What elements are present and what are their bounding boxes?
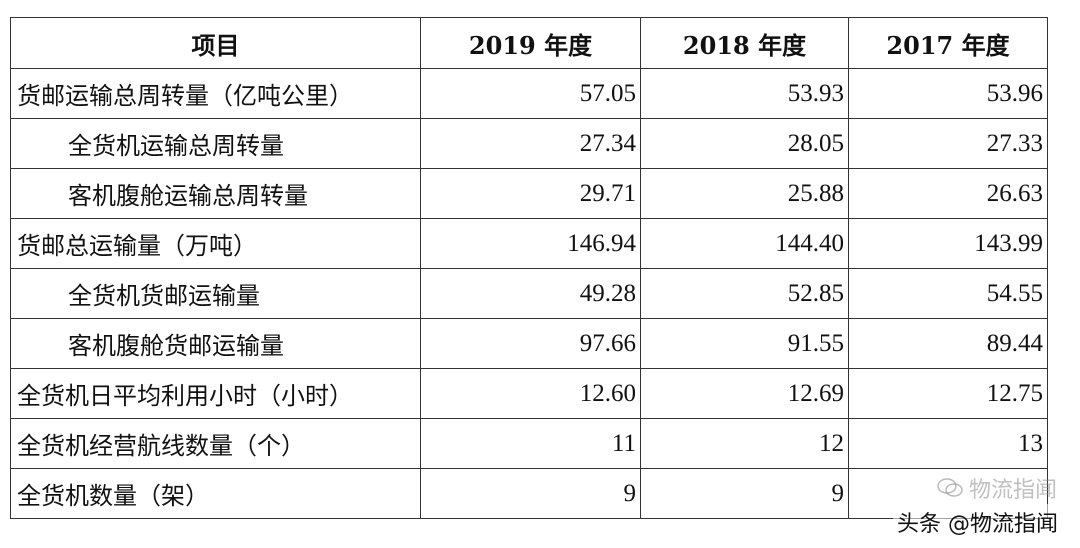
row-label: 客机腹舱运输总周转量 (10, 168, 421, 219)
header-2019: 2019 年度 (420, 17, 641, 69)
row-label: 全货机货邮运输量 (10, 268, 421, 319)
watermark: 头条 @物流指闻 物流指闻 (893, 478, 1062, 540)
row-label: 货邮运输总周转量（亿吨公里） (10, 68, 421, 119)
header-2018: 2018 年度 (640, 17, 849, 69)
cell-2018: 25.88 (640, 168, 849, 219)
cell-2017: 12.75 (848, 368, 1048, 419)
cell-2018: 9 (640, 468, 849, 519)
data-table: 项目 2019 年度 2018 年度 2017 年度 货邮运输总周转量（亿吨公里… (10, 17, 1048, 519)
row-label: 货邮总运输量（万吨） (10, 218, 421, 269)
cell-2019: 146.94 (420, 218, 641, 269)
table-row: 客机腹舱货邮运输量 97.66 91.55 89.44 (10, 318, 1048, 369)
table-row: 全货机运输总周转量 27.34 28.05 27.33 (10, 118, 1048, 169)
row-label: 客机腹舱货邮运输量 (10, 318, 421, 369)
row-label: 全货机经营航线数量（个） (10, 418, 421, 469)
cell-2018: 28.05 (640, 118, 849, 169)
cell-2018: 53.93 (640, 68, 849, 119)
table-row: 客机腹舱运输总周转量 29.71 25.88 26.63 (10, 168, 1048, 219)
cell-2019: 29.71 (420, 168, 641, 219)
row-label: 全货机运输总周转量 (10, 118, 421, 169)
header-item: 项目 (10, 17, 421, 69)
cell-2017: 143.99 (848, 218, 1048, 269)
header-2017: 2017 年度 (848, 17, 1048, 69)
cell-2019: 12.60 (420, 368, 641, 419)
cell-2019: 27.34 (420, 118, 641, 169)
cell-2018: 52.85 (640, 268, 849, 319)
cell-2017: 27.33 (848, 118, 1048, 169)
cell-2017: 13 (848, 418, 1048, 469)
cell-2018: 12.69 (640, 368, 849, 419)
cell-2017: 54.55 (848, 268, 1048, 319)
watermark-faint-text: 物流指闻 (969, 478, 1058, 503)
cell-2017: 26.63 (848, 168, 1048, 219)
table-row: 货邮总运输量（万吨） 146.94 144.40 143.99 (10, 218, 1048, 269)
cell-2018: 144.40 (640, 218, 849, 269)
table-row: 全货机经营航线数量（个） 11 12 13 (10, 418, 1048, 469)
table-row: 货邮运输总周转量（亿吨公里） 57.05 53.93 53.96 (10, 68, 1048, 119)
watermark-faint: 物流指闻 (937, 472, 1057, 504)
table-row: 全货机日平均利用小时（小时） 12.60 12.69 12.75 (10, 368, 1048, 419)
row-label: 全货机数量（架） (10, 468, 421, 519)
cell-2018: 91.55 (640, 318, 849, 369)
row-label: 全货机日平均利用小时（小时） (10, 368, 421, 419)
cell-2019: 97.66 (420, 318, 641, 369)
watermark-text: 头条 @物流指闻 (897, 512, 1058, 537)
cell-2018: 12 (640, 418, 849, 469)
cell-2019: 11 (420, 418, 641, 469)
wechat-icon (937, 478, 963, 497)
cell-2019: 49.28 (420, 268, 641, 319)
cell-2017: 89.44 (848, 318, 1048, 369)
header-row: 项目 2019 年度 2018 年度 2017 年度 (10, 17, 1048, 69)
table-row: 全货机数量（架） 9 9 (10, 468, 1048, 519)
cell-2019: 57.05 (420, 68, 641, 119)
cell-2019: 9 (420, 468, 641, 519)
cell-2017: 53.96 (848, 68, 1048, 119)
table-row: 全货机货邮运输量 49.28 52.85 54.55 (10, 268, 1048, 319)
